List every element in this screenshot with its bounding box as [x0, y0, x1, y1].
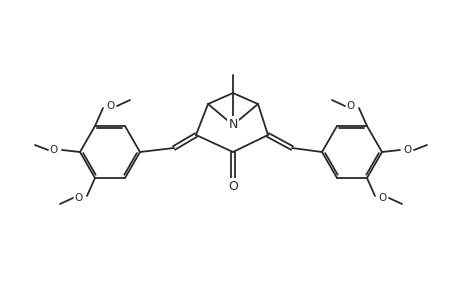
- Text: O: O: [50, 145, 58, 155]
- Text: O: O: [106, 101, 115, 111]
- Text: N: N: [228, 118, 237, 130]
- Text: O: O: [346, 101, 354, 111]
- Text: O: O: [378, 193, 386, 203]
- Text: O: O: [75, 193, 83, 203]
- Text: O: O: [228, 179, 237, 193]
- Text: O: O: [403, 145, 411, 155]
